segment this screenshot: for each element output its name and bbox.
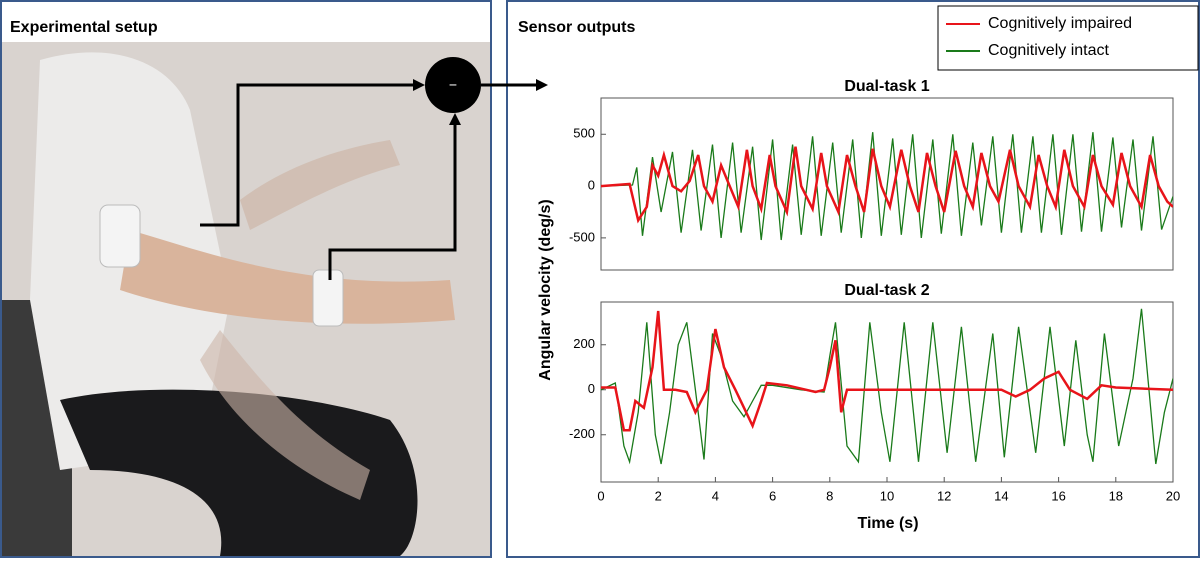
series-line — [601, 310, 1173, 432]
x-tick-label: 10 — [880, 488, 894, 503]
x-tick-label: 20 — [1166, 488, 1180, 503]
legs — [60, 389, 418, 556]
y-axis-label: Angular velocity (deg/s) — [537, 199, 554, 380]
arrowhead — [413, 79, 425, 91]
series-line — [601, 146, 1173, 224]
legend-label: Cognitively impaired — [988, 15, 1132, 32]
arm-blur — [200, 330, 370, 500]
subtract-node — [425, 57, 481, 113]
panel-title: Sensor outputs — [518, 19, 635, 36]
arrow — [200, 83, 418, 227]
sensor-wrist — [312, 269, 344, 327]
y-tick-label: -500 — [569, 229, 595, 244]
operator-label: − — [449, 77, 457, 93]
x-tick-label: 12 — [937, 488, 951, 503]
arrowhead — [449, 113, 461, 125]
legend-box — [937, 5, 1199, 71]
x-tick-label: 14 — [994, 488, 1008, 503]
x-axis-label: Time (s) — [857, 515, 918, 532]
arrowheads — [413, 79, 548, 125]
legend-label: Cognitively intact — [988, 42, 1110, 59]
photo-header — [2, 2, 490, 42]
x-tick-label: 4 — [712, 488, 719, 503]
y-tick-label: -200 — [569, 426, 595, 441]
panel-border — [0, 0, 492, 558]
arm-blur — [240, 140, 400, 230]
y-tick-label: 200 — [573, 336, 595, 351]
series-line — [601, 132, 1173, 241]
arm — [120, 230, 455, 324]
sensor-upper — [99, 204, 141, 268]
x-tick-label: 0 — [597, 488, 604, 503]
plot-area — [600, 301, 1174, 483]
x-tick-label: 2 — [655, 488, 662, 503]
chart-title: Dual-task 2 — [844, 282, 929, 299]
x-tick-label: 8 — [826, 488, 833, 503]
x-tick-label: 18 — [1109, 488, 1123, 503]
chart-title: Dual-task 1 — [844, 78, 929, 95]
y-tick-label: 0 — [588, 381, 595, 396]
y-tick-label: 500 — [573, 126, 595, 141]
x-tick-label: 16 — [1051, 488, 1065, 503]
x-tick-label: 6 — [769, 488, 776, 503]
arrow — [328, 120, 457, 280]
arrowhead — [536, 79, 548, 91]
signal-arrows — [200, 83, 538, 280]
panel-title: Experimental setup — [10, 19, 158, 36]
y-tick-label: 0 — [588, 178, 595, 193]
